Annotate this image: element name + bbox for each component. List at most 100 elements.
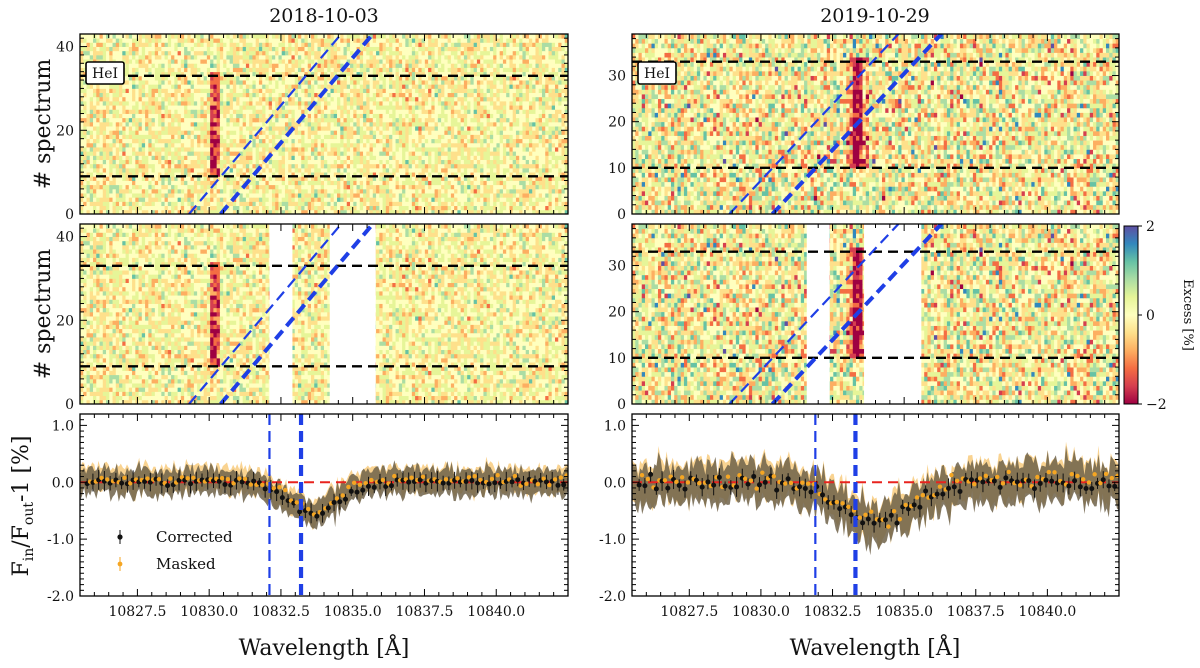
heatmap-cell (434, 92, 439, 98)
heatmap-cell (447, 121, 452, 127)
heatmap-cell (148, 201, 152, 207)
heatmap-cell (223, 92, 227, 98)
heatmap-cell (359, 80, 364, 85)
heatmap-cell (480, 180, 484, 186)
heatmap-cell (245, 138, 250, 144)
heatmap-cell (197, 184, 201, 190)
heatmap-cell (145, 121, 149, 127)
heatmap-cell (473, 180, 478, 186)
heatmap-cell (359, 142, 364, 148)
heatmap-cell (112, 197, 117, 202)
heatmap-cell (428, 155, 432, 160)
heatmap-cell (340, 176, 344, 181)
heatmap-cell (310, 142, 315, 148)
heatmap-cell (493, 197, 497, 202)
heatmap-cell (145, 80, 149, 85)
heatmap-cell (317, 113, 322, 119)
heatmap-cell (522, 151, 527, 156)
heatmap-cell (564, 209, 568, 214)
heatmap-cell (434, 147, 439, 152)
heatmap-cell (125, 155, 130, 160)
heatmap-cell (343, 188, 348, 194)
heatmap-cell (317, 184, 322, 190)
heatmap-cell (206, 130, 211, 135)
heatmap-cell (444, 88, 449, 94)
heatmap-cell (405, 197, 409, 202)
heatmap-cell (96, 167, 100, 173)
heatmap-cell (190, 193, 195, 198)
heatmap-cell (102, 151, 107, 156)
heatmap-cell (450, 180, 455, 186)
heatmap-cell (271, 100, 276, 106)
heatmap-cell (372, 163, 377, 169)
heatmap-cell (190, 96, 195, 102)
heatmap-cell (489, 167, 494, 173)
heatmap-cell (184, 105, 188, 110)
heatmap-cell (418, 96, 422, 102)
heatmap-cell (493, 138, 497, 144)
heatmap-cell (502, 209, 507, 214)
heatmap-cell (141, 163, 146, 169)
heatmap-cell (258, 172, 263, 177)
heatmap-cell (532, 134, 536, 140)
heatmap-cell (112, 188, 117, 194)
heatmap-cell (454, 197, 458, 202)
heatmap-cell (356, 134, 361, 140)
heatmap-cell (480, 163, 484, 169)
heatmap-cell (398, 92, 403, 98)
heatmap-cell (558, 151, 562, 156)
heatmap-cell (284, 142, 289, 148)
heatmap-cell (359, 126, 364, 131)
heatmap-cell (119, 176, 123, 181)
heatmap-cell (424, 209, 429, 214)
heatmap-cell (288, 176, 292, 181)
heatmap-cell (232, 176, 237, 181)
heatmap-cell (558, 155, 562, 160)
heatmap-cell (291, 80, 296, 85)
heatmap-cell (229, 142, 234, 148)
heatmap-cell (522, 201, 527, 207)
heatmap-cell (333, 205, 338, 211)
heatmap-cell (200, 134, 205, 140)
heatmap-cell (132, 100, 136, 106)
heatmap-cell (522, 138, 527, 144)
heatmap-cell (216, 126, 221, 131)
heatmap-cell (512, 96, 517, 102)
heatmap-cell (275, 209, 279, 214)
heatmap-cell (506, 105, 510, 110)
heatmap-cell (359, 75, 364, 81)
heatmap-cell (450, 100, 455, 106)
heatmap-cell (80, 205, 84, 211)
heatmap-cell (346, 142, 351, 148)
heatmap-cell (177, 209, 182, 214)
heatmap-cell (437, 201, 442, 207)
heatmap-cell (330, 176, 335, 181)
heatmap-cell (278, 176, 283, 181)
heatmap-cell (444, 205, 449, 211)
heatmap-cell (190, 205, 195, 211)
heatmap-cell (268, 96, 273, 102)
heatmap-cell (167, 205, 172, 211)
heatmap-cell (226, 126, 231, 131)
heatmap-cell (151, 138, 156, 144)
heatmap-cell (200, 71, 205, 77)
heatmap-cell (512, 75, 517, 81)
heatmap-cell (463, 126, 468, 131)
heatmap-cell (389, 197, 393, 202)
heatmap-cell (236, 142, 240, 148)
heatmap-cell (307, 188, 312, 194)
heatmap-cell (132, 201, 136, 207)
heatmap-cell (288, 105, 292, 110)
heatmap-cell (363, 184, 367, 190)
heatmap-cell (545, 180, 549, 186)
heatmap-cell (297, 159, 302, 165)
heatmap-cell (294, 163, 299, 169)
heatmap-cell (167, 147, 172, 152)
heatmap-cell (102, 92, 107, 98)
heatmap-cell (226, 147, 231, 152)
heatmap-cell (324, 167, 328, 173)
heatmap-cell (294, 188, 299, 194)
heatmap-cell (161, 138, 165, 144)
heatmap-cell (470, 209, 475, 214)
heatmap-cell (128, 130, 133, 135)
